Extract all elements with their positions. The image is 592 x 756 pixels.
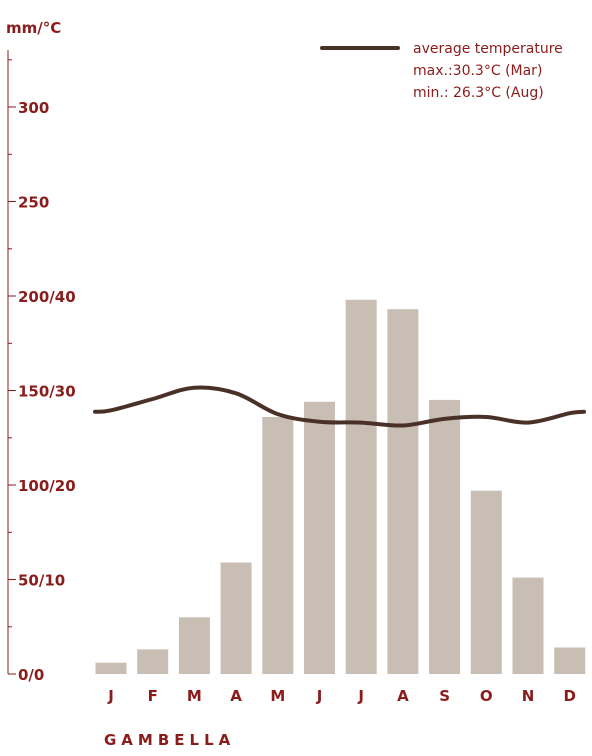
precip-bar-4 xyxy=(220,562,252,674)
month-label-6: J xyxy=(316,687,323,705)
month-label-12: D xyxy=(563,687,575,705)
precip-bar-2 xyxy=(137,649,169,674)
station-name: GAMBELLA xyxy=(104,731,235,749)
y-tick-label: 100/20 xyxy=(18,477,76,495)
legend-max: max.:30.3°C (Mar) xyxy=(413,63,542,79)
y-tick-label: 200/40 xyxy=(18,288,76,306)
precipitation-bars xyxy=(95,299,586,674)
precip-bar-3 xyxy=(178,617,210,674)
precip-bar-6 xyxy=(304,401,335,674)
y-tick-label: 0/0 xyxy=(18,666,44,684)
precip-bar-10 xyxy=(470,490,502,674)
month-label-3: M xyxy=(187,687,202,705)
month-label-11: N xyxy=(522,687,535,705)
precip-bar-8 xyxy=(387,309,419,674)
precip-bar-9 xyxy=(429,399,461,674)
month-label-10: O xyxy=(480,687,493,705)
legend-min: min.: 26.3°C (Aug) xyxy=(413,85,544,101)
precip-bar-7 xyxy=(345,299,377,674)
legend-label: average temperature xyxy=(413,41,563,57)
precip-bar-1 xyxy=(95,662,127,674)
month-label-5: M xyxy=(270,687,285,705)
month-label-9: S xyxy=(439,687,450,705)
y-tick-label: 150/30 xyxy=(18,383,76,401)
y-tick-label: 250 xyxy=(18,194,49,212)
month-label-1: J xyxy=(107,687,114,705)
month-label-7: J xyxy=(357,687,364,705)
month-label-8: A xyxy=(397,687,409,705)
precip-bar-11 xyxy=(512,577,544,674)
month-label-4: A xyxy=(230,687,242,705)
temperature-line xyxy=(93,385,586,428)
precip-bar-5 xyxy=(262,417,294,674)
precip-bar-12 xyxy=(554,647,586,674)
y-tick-label: 300 xyxy=(18,99,49,117)
unit-label: mm/°C xyxy=(6,19,61,37)
y-axis: 0/0 50/10 100/20 150/30 200/40 250 300 xyxy=(7,50,76,684)
y-tick-label: 50/10 xyxy=(18,572,65,590)
legend: average temperature max.:30.3°C (Mar) mi… xyxy=(320,41,563,101)
month-label-2: F xyxy=(148,687,158,705)
